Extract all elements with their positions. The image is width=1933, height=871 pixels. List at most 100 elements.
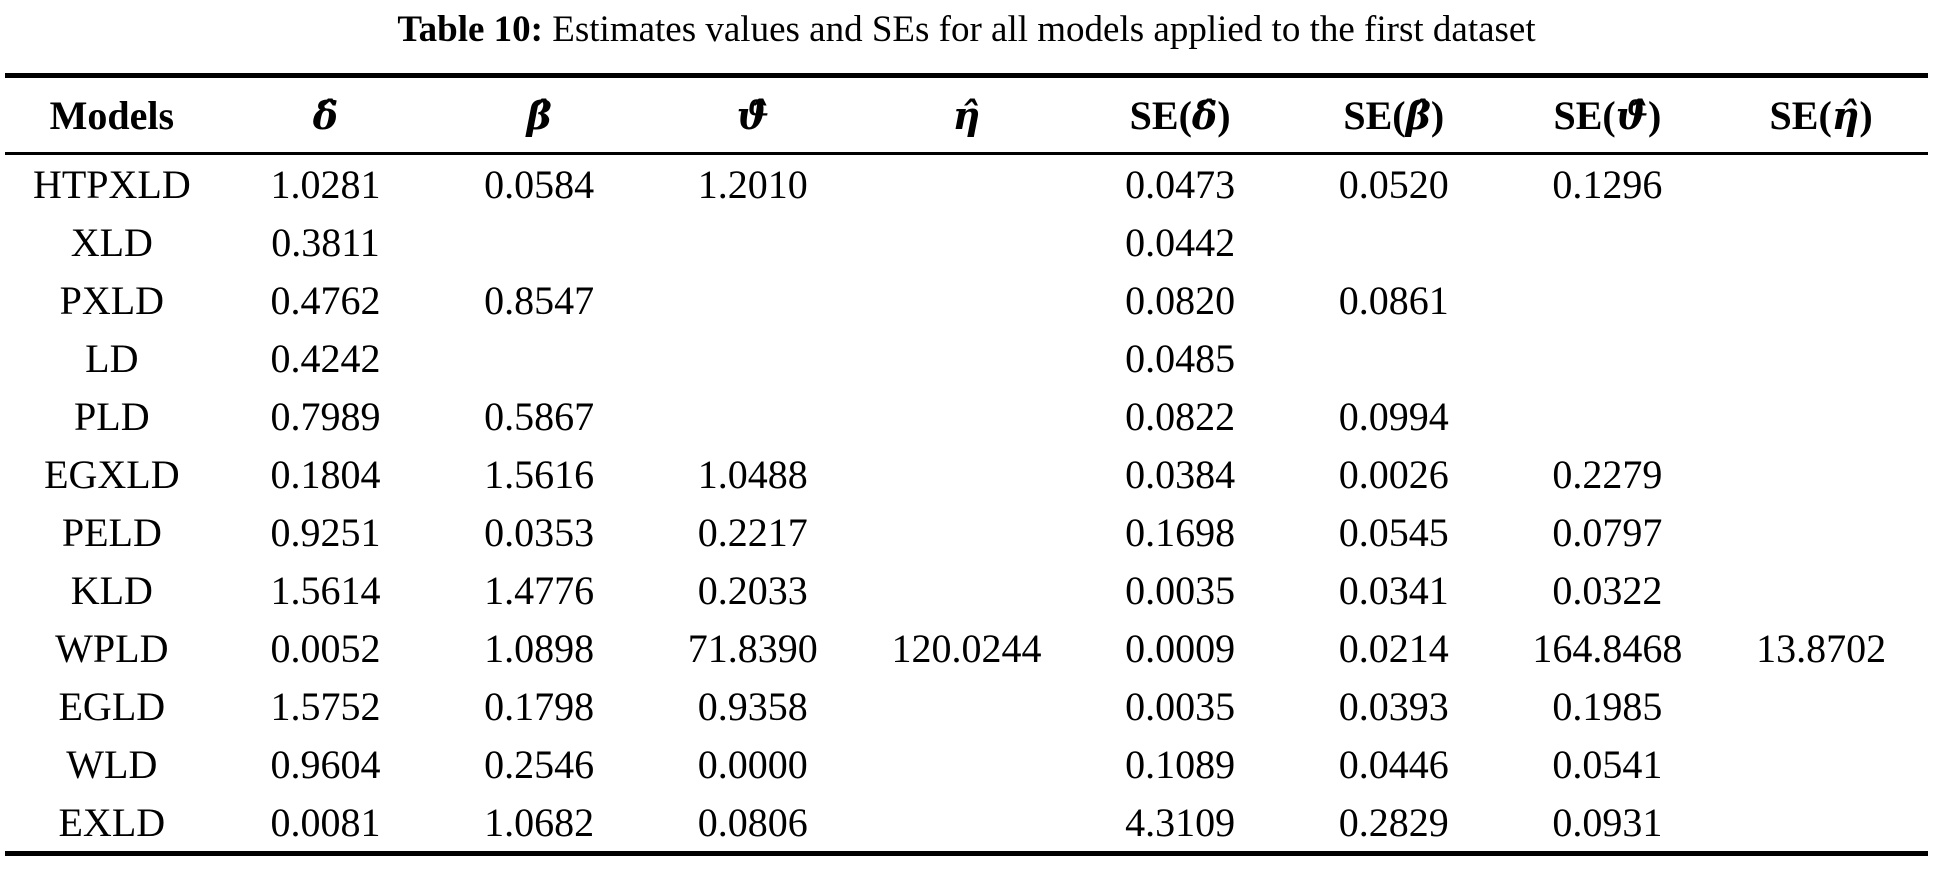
value-cell: 0.0393: [1338, 683, 1449, 729]
value-cell: [860, 445, 1074, 503]
value-cell: 0.1985: [1552, 683, 1663, 729]
value-cell: [1714, 213, 1928, 271]
value-cell: [646, 271, 860, 329]
header-text: SE(: [1769, 92, 1832, 138]
value-cell: 1.2010: [697, 161, 808, 207]
table-body: HTPXLD 1.0281 0.0584 1.2010 0.0473 0.0520 0.12…: [5, 154, 1928, 854]
value-cell: 1.0682: [484, 799, 595, 845]
value-cell: [1501, 213, 1715, 271]
model-name-cell: PXLD: [59, 277, 165, 323]
table-row: EXLD 0.0081 1.0682 0.0806 4.3109 0.2829 0.0931: [5, 793, 1928, 854]
value-cell: [432, 213, 646, 271]
value-cell: 0.0035: [1125, 683, 1236, 729]
header-symbol: δ̂: [1191, 92, 1218, 138]
value-cell: 0.0545: [1338, 509, 1449, 555]
value-cell: 0.0822: [1125, 393, 1236, 439]
table-header: Models δ̂ β̂ ϑ̂ η̂ SE(δ̂) SE(β̂) SE(ϑ̂) …: [5, 75, 1928, 155]
value-cell: [646, 329, 860, 387]
value-cell: [1714, 561, 1928, 619]
col-header-delta-hat: δ̂: [218, 75, 433, 155]
header-symbol: β̂: [526, 92, 552, 138]
table-row: PLD 0.7989 0.5867 0.0822 0.0994: [5, 387, 1928, 445]
value-cell: [1714, 154, 1928, 214]
value-cell: 0.2033: [697, 567, 808, 613]
value-cell: 0.1296: [1552, 161, 1663, 207]
value-cell: [1714, 793, 1928, 854]
value-cell: 0.0520: [1338, 161, 1449, 207]
table-caption: Table 10: Estimates values and SEs for a…: [0, 0, 1933, 73]
value-cell: 1.0898: [484, 625, 595, 671]
value-cell: 0.1698: [1125, 509, 1236, 555]
table-caption-text: Estimates values and SEs for all models …: [543, 9, 1536, 50]
value-cell: 0.2829: [1338, 799, 1449, 845]
value-cell: 0.0584: [484, 161, 595, 207]
table-caption-label: Table 10:: [397, 9, 544, 50]
value-cell: [646, 387, 860, 445]
value-cell: 0.1804: [270, 451, 381, 497]
value-cell: 0.0081: [270, 799, 381, 845]
value-cell: [432, 329, 646, 387]
model-name-cell: KLD: [70, 567, 153, 613]
value-cell: [860, 503, 1074, 561]
model-name-cell: XLD: [70, 219, 153, 265]
value-cell: 0.0035: [1125, 567, 1236, 613]
value-cell: 0.7989: [270, 393, 381, 439]
value-cell: [1714, 677, 1928, 735]
value-cell: [860, 213, 1074, 271]
value-cell: 0.0541: [1552, 741, 1663, 787]
header-text: SE(: [1129, 92, 1192, 138]
table-row: LD 0.4242 0.0485: [5, 329, 1928, 387]
value-cell: [860, 735, 1074, 793]
col-header-se-eta: SE(η̂): [1714, 75, 1928, 155]
header-symbol: δ̂: [312, 92, 339, 138]
estimates-table: Models δ̂ β̂ ϑ̂ η̂ SE(δ̂) SE(β̂) SE(ϑ̂) …: [5, 73, 1928, 856]
table-row: XLD 0.3811 0.0442: [5, 213, 1928, 271]
header-symbol: ϑ̂: [736, 92, 769, 138]
header-text: ): [1648, 92, 1662, 138]
value-cell: [1714, 735, 1928, 793]
value-cell: 0.0931: [1552, 799, 1663, 845]
model-name-cell: WPLD: [55, 625, 169, 671]
value-cell: 0.0214: [1338, 625, 1449, 671]
value-cell: 0.0000: [697, 741, 808, 787]
value-cell: 0.8547: [484, 277, 595, 323]
value-cell: [860, 154, 1074, 214]
table-row: EGLD 1.5752 0.1798 0.9358 0.0035 0.0393 0.1985: [5, 677, 1928, 735]
value-cell: 0.0353: [484, 509, 595, 555]
value-cell: [1501, 329, 1715, 387]
value-cell: 1.0281: [270, 161, 381, 207]
col-header-se-delta: SE(δ̂): [1073, 75, 1287, 155]
value-cell: [1714, 329, 1928, 387]
value-cell: 0.9251: [270, 509, 381, 555]
col-header-vartheta-hat: ϑ̂: [645, 75, 860, 155]
header-row: Models δ̂ β̂ ϑ̂ η̂ SE(δ̂) SE(β̂) SE(ϑ̂) …: [5, 75, 1928, 155]
value-cell: [1287, 329, 1501, 387]
value-cell: 0.2279: [1552, 451, 1663, 497]
model-name-cell: EXLD: [58, 799, 166, 845]
header-symbol: η̂: [1831, 92, 1860, 138]
header-symbol: β̂: [1405, 92, 1431, 138]
value-cell: [860, 677, 1074, 735]
table-row: EGXLD 0.1804 1.5616 1.0488 0.0384 0.0026 0.227…: [5, 445, 1928, 503]
value-cell: [860, 561, 1074, 619]
value-cell: 13.8702: [1756, 625, 1887, 671]
header-text: SE(: [1343, 92, 1406, 138]
value-cell: 0.2546: [484, 741, 595, 787]
value-cell: 1.5616: [484, 451, 595, 497]
model-name-cell: PLD: [74, 393, 150, 439]
col-header-models: Models: [5, 75, 219, 155]
value-cell: 164.8468: [1532, 625, 1683, 671]
value-cell: 0.0861: [1338, 277, 1449, 323]
header-text: ): [1217, 92, 1231, 138]
value-cell: 0.0052: [270, 625, 381, 671]
model-name-cell: EGXLD: [44, 451, 180, 497]
table-row: PXLD 0.4762 0.8547 0.0820 0.0861: [5, 271, 1928, 329]
table-row: WLD 0.9604 0.2546 0.0000 0.1089 0.0446 0.0541: [5, 735, 1928, 793]
value-cell: [860, 793, 1074, 854]
value-cell: 0.4242: [270, 335, 381, 381]
value-cell: 1.5614: [270, 567, 381, 613]
value-cell: [1501, 271, 1715, 329]
value-cell: 0.5867: [484, 393, 595, 439]
value-cell: 0.0994: [1338, 393, 1449, 439]
model-name-cell: PELD: [61, 509, 162, 555]
